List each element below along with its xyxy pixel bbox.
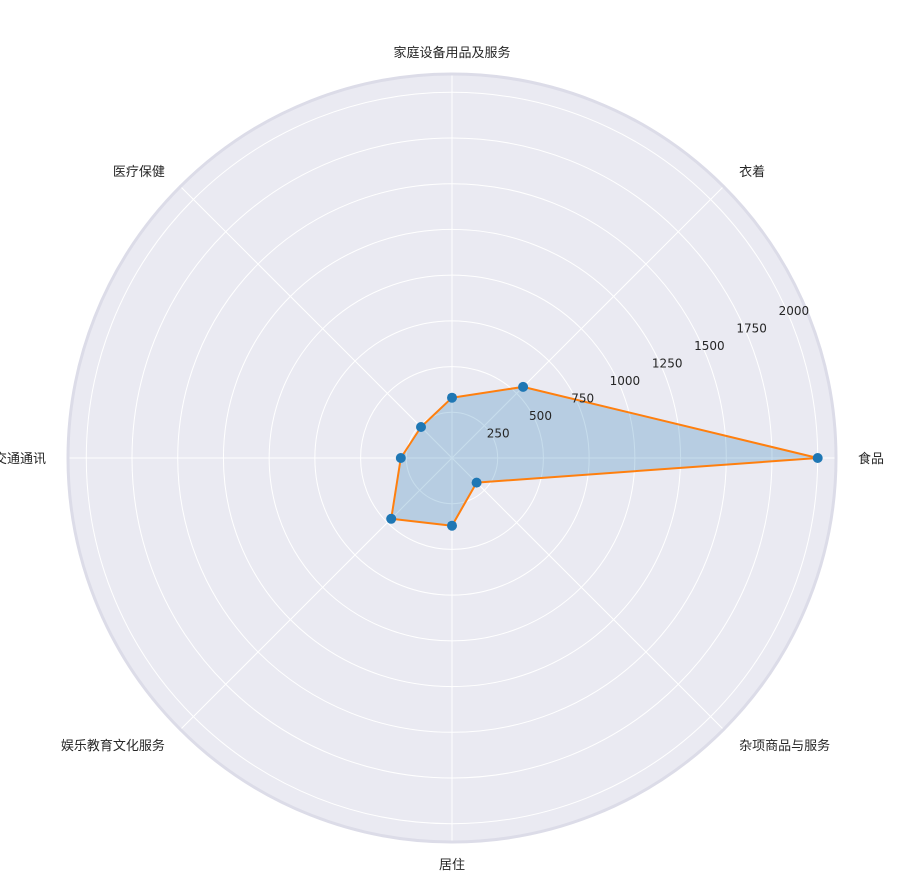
radial-tick-label: 1750 bbox=[736, 322, 767, 336]
radial-tick-label: 500 bbox=[529, 409, 552, 423]
radial-tick-label: 250 bbox=[487, 427, 510, 441]
radial-tick-labels: 250 500 750 1000 1250 1500 1750 2000 bbox=[487, 304, 809, 441]
data-point bbox=[447, 520, 457, 531]
category-label: 食品 bbox=[858, 451, 884, 467]
category-label: 居住 bbox=[439, 858, 465, 873]
grid-spoke bbox=[180, 457, 453, 730]
category-label: 医疗保健 bbox=[113, 165, 165, 180]
data-point bbox=[447, 392, 457, 403]
radial-tick-label: 750 bbox=[571, 392, 594, 406]
radial-tick-label: 1000 bbox=[610, 374, 641, 388]
grid-spoke bbox=[451, 186, 724, 459]
grid-spoke bbox=[451, 457, 724, 730]
data-point bbox=[395, 453, 406, 463]
data-point bbox=[386, 513, 397, 524]
category-label: 娱乐教育文化服务 bbox=[61, 738, 165, 754]
category-label: 杂项商品与服务 bbox=[739, 738, 830, 754]
data-point bbox=[416, 422, 426, 432]
category-label: 衣着 bbox=[739, 164, 765, 180]
data-markers bbox=[386, 381, 823, 531]
grid-spoke bbox=[180, 186, 453, 459]
data-point bbox=[471, 477, 482, 488]
radial-tick-label: 1250 bbox=[652, 357, 683, 371]
polar-outer-ring bbox=[66, 72, 838, 844]
angular-grid bbox=[68, 74, 836, 842]
data-area-fill bbox=[391, 386, 818, 526]
category-label: 交通通讯 bbox=[0, 451, 46, 467]
category-label: 家庭设备用品及服务 bbox=[393, 45, 510, 61]
data-point bbox=[812, 453, 823, 463]
data-point bbox=[518, 381, 529, 392]
radial-tick-label: 1500 bbox=[694, 339, 725, 353]
radial-tick-label: 2000 bbox=[779, 304, 810, 318]
